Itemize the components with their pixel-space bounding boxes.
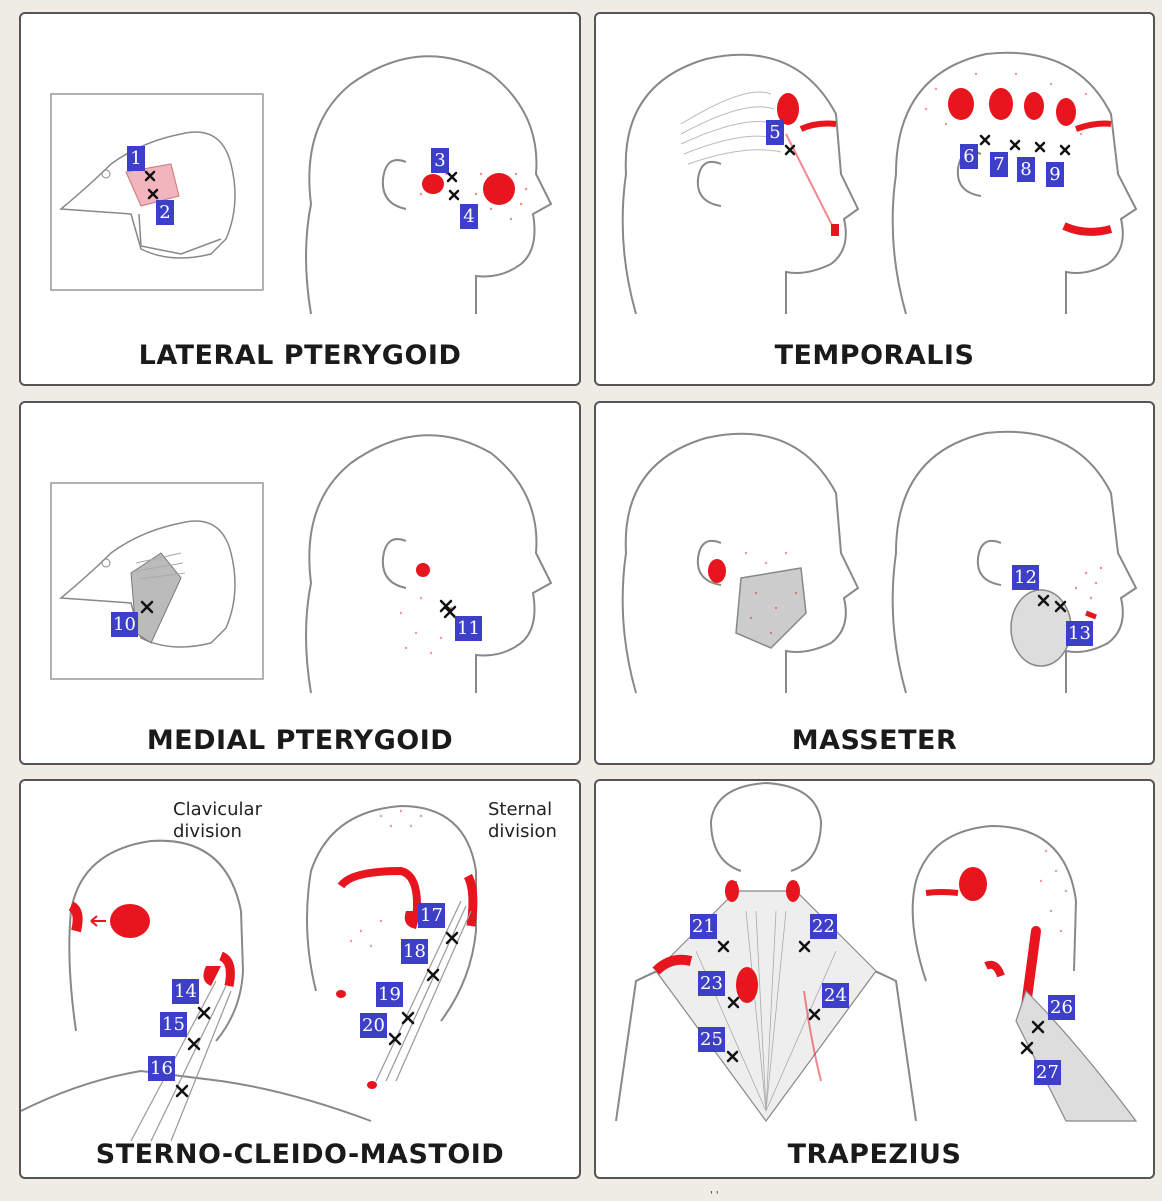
- point-badge-16: 16: [148, 1056, 175, 1081]
- point-badge-14: 14: [172, 979, 199, 1004]
- point-badge-18: 18: [401, 939, 428, 964]
- panel-temporalis: 5 6 7 8 9 TEMPORALIS: [594, 12, 1155, 386]
- sternal-line2: division: [488, 821, 557, 842]
- point-badge-11: 11: [455, 616, 482, 641]
- point-badge-6: 6: [960, 144, 978, 169]
- point-badge-26: 26: [1048, 995, 1075, 1020]
- point-badge-23: 23: [698, 971, 725, 996]
- lateral-pterygoid-illustration: [50, 55, 553, 315]
- point-badge-22: 22: [810, 914, 837, 939]
- panel-title: TRAPEZIUS: [787, 1139, 962, 1170]
- panel-title: TEMPORALIS: [774, 340, 975, 371]
- clavicular-line2: division: [173, 821, 242, 842]
- point-badge-4: 4: [460, 204, 478, 229]
- clavicular-line1: Clavicular: [173, 799, 262, 820]
- point-badge-7: 7: [990, 152, 1008, 177]
- sternal-line1: Sternal: [488, 799, 553, 820]
- point-badge-27: 27: [1034, 1060, 1061, 1085]
- point-badge-12: 12: [1012, 565, 1039, 590]
- point-badge-21: 21: [690, 914, 717, 939]
- panel-title: MASSETER: [791, 725, 958, 756]
- point-badge-10: 10: [111, 612, 138, 637]
- panel-lateral-pterygoid: 1 2 3 4 LATERAL PTERYGOID: [19, 12, 581, 386]
- point-badge-2: 2: [156, 200, 174, 225]
- point-badge-15: 15: [160, 1012, 187, 1037]
- footer-mark: ' ': [710, 1190, 719, 1201]
- sternal-division-label: Sternal division: [488, 799, 557, 843]
- point-badge-17: 17: [418, 903, 445, 928]
- point-badge-13: 13: [1066, 621, 1093, 646]
- panel-trapezius: 21 22 23 24 25 26 27 TRAPEZIUS: [594, 779, 1155, 1179]
- point-badge-20: 20: [360, 1013, 387, 1038]
- medial-pterygoid-illustration: [50, 434, 553, 694]
- point-badge-24: 24: [822, 983, 849, 1008]
- temporalis-illustration: [621, 51, 1138, 315]
- point-badge-19: 19: [376, 982, 403, 1007]
- point-badge-1: 1: [127, 146, 145, 171]
- point-badge-25: 25: [698, 1027, 725, 1052]
- panel-sterno-cleido-mastoid: Clavicular division Sternal division 14 …: [19, 779, 581, 1179]
- panel-title: MEDIAL PTERYGOID: [146, 725, 454, 756]
- scm-illustration: [21, 804, 478, 1142]
- masseter-illustration: [621, 430, 1138, 694]
- panel-title: STERNO-CLEIDO-MASTOID: [95, 1139, 505, 1170]
- panel-title: LATERAL PTERYGOID: [138, 340, 462, 371]
- trapezius-illustration: [615, 781, 1138, 1123]
- point-badge-3: 3: [431, 148, 449, 173]
- clavicular-division-label: Clavicular division: [173, 799, 262, 843]
- panel-masseter: 12 13 MASSETER: [594, 401, 1155, 765]
- panel-medial-pterygoid: 10 11 MEDIAL PTERYGOID: [19, 401, 581, 765]
- point-badge-8: 8: [1017, 157, 1035, 182]
- point-badge-5: 5: [766, 120, 784, 145]
- point-badge-9: 9: [1046, 162, 1064, 187]
